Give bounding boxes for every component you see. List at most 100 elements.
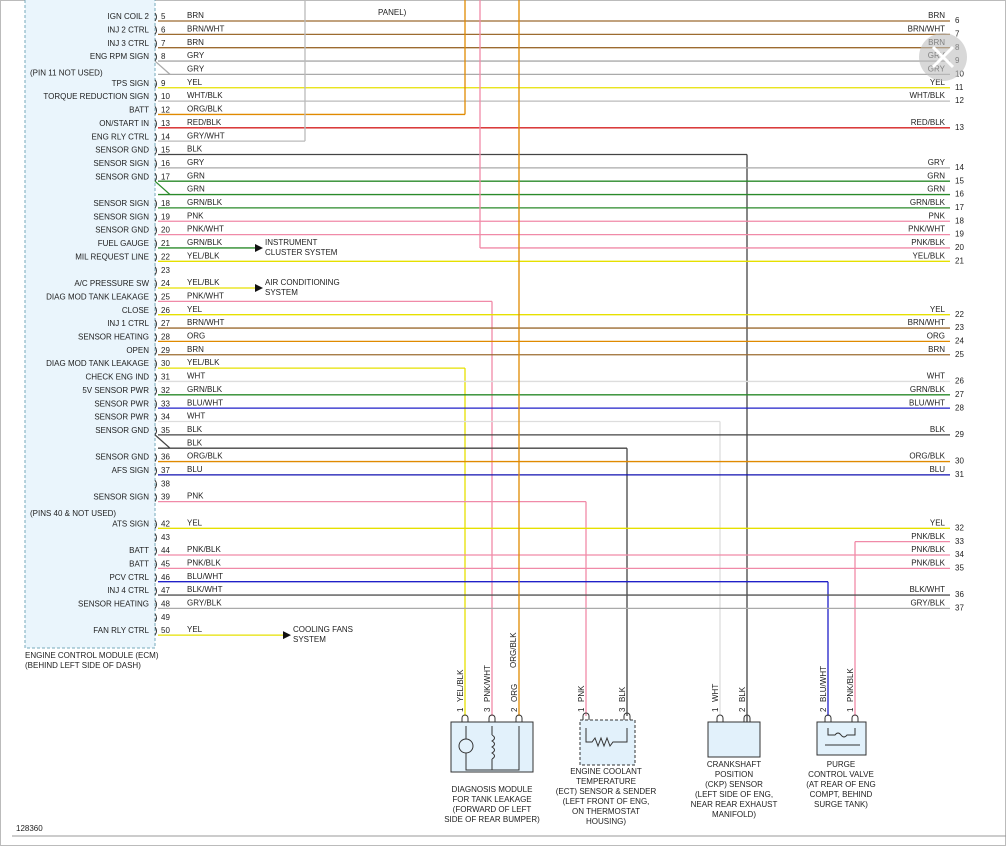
splice bbox=[154, 434, 171, 449]
right-wire-color: PNK/BLK bbox=[911, 545, 945, 554]
component-label: (CKP) SENSOR bbox=[705, 780, 763, 789]
component-label: MANIFOLD) bbox=[712, 810, 756, 819]
pin-label: PCV CTRL bbox=[109, 573, 149, 582]
pin-label: ATS SIGN bbox=[112, 519, 149, 528]
wire-color: YEL bbox=[187, 305, 203, 314]
connector-bracket bbox=[154, 106, 157, 115]
internal-wiring bbox=[465, 726, 520, 771]
connector-bracket bbox=[154, 399, 157, 409]
pin-number: 8 bbox=[161, 52, 166, 61]
component-body bbox=[816, 721, 867, 756]
right-pin-number: 21 bbox=[955, 256, 964, 265]
connector-bracket bbox=[154, 626, 157, 636]
pin-label: SENSOR GND bbox=[95, 453, 149, 462]
right-pin-number: 20 bbox=[955, 243, 964, 252]
wire-color: PNK/WHT bbox=[187, 225, 224, 234]
connector-bracket bbox=[154, 413, 157, 422]
connector-bracket bbox=[154, 373, 157, 382]
right-pin-number: 23 bbox=[955, 323, 964, 332]
component-label: SIDE OF REAR BUMPER) bbox=[444, 815, 540, 824]
right-wire-color: GRY/BLK bbox=[910, 599, 945, 608]
connector-bracket bbox=[154, 319, 157, 329]
component-label: TEMPERATURE bbox=[576, 777, 636, 786]
wire-color: ORG bbox=[187, 332, 205, 341]
pin-label: SENSOR GND bbox=[95, 426, 149, 435]
right-pin-number: 6 bbox=[955, 16, 960, 25]
wire-color: GRY/BLK bbox=[187, 599, 222, 608]
wire-color: GRN bbox=[187, 185, 205, 194]
right-pin-number: 17 bbox=[955, 203, 964, 212]
arrow bbox=[255, 284, 263, 292]
arrow bbox=[283, 631, 291, 640]
pin-number: 34 bbox=[161, 413, 170, 422]
wire-color: PNK/WHT bbox=[187, 291, 224, 300]
wire-color: GRN bbox=[187, 171, 205, 180]
right-pin-number: 35 bbox=[955, 563, 964, 572]
ecm-label: ENGINE CONTROL MODULE (ECM) bbox=[25, 651, 159, 660]
wire-color: YEL/BLK bbox=[187, 278, 220, 287]
wire-color: YEL bbox=[187, 78, 203, 87]
component-label: HOUSING) bbox=[586, 817, 626, 826]
component-label: CONTROL VALVE bbox=[808, 770, 874, 779]
pin-socket bbox=[515, 714, 523, 722]
connector-bracket bbox=[154, 560, 157, 569]
arrow bbox=[255, 243, 263, 252]
pin-label: SENSOR GND bbox=[95, 172, 149, 181]
component-label: (LEFT FRONT OF ENG, bbox=[563, 797, 650, 806]
component-wire: WHT bbox=[711, 684, 720, 702]
right-wire-color: YEL bbox=[930, 305, 946, 314]
pin-label: SENSOR HEATING bbox=[78, 600, 149, 609]
wire-color: WHT bbox=[187, 372, 205, 381]
splice bbox=[154, 60, 171, 75]
right-wire-color: PNK bbox=[929, 211, 946, 220]
wire-color: GRY/WHT bbox=[187, 131, 225, 140]
right-wire-color: WHT/BLK bbox=[909, 91, 945, 100]
pin-socket bbox=[623, 712, 631, 720]
pin-number: 29 bbox=[161, 346, 170, 355]
wire-color: BLU/WHT bbox=[187, 572, 223, 581]
wire-color: GRN/BLK bbox=[187, 385, 223, 394]
wire-color: GRN/BLK bbox=[187, 198, 223, 207]
right-pin-number: 24 bbox=[955, 337, 964, 346]
pin-number: 20 bbox=[161, 226, 170, 235]
pin-number: 21 bbox=[161, 239, 170, 248]
right-wire-color: BRN/WHT bbox=[908, 24, 945, 33]
resistor-symbol bbox=[585, 728, 628, 748]
right-pin-number: 19 bbox=[955, 230, 964, 239]
pin-label: BATT bbox=[129, 106, 149, 115]
component-label: (AT REAR OF ENG bbox=[806, 780, 876, 789]
component-wire: ORG/BLK bbox=[509, 632, 518, 668]
pin-number: 44 bbox=[161, 546, 170, 555]
pin-label: MIL REQUEST LINE bbox=[75, 252, 149, 261]
connector-bracket bbox=[154, 586, 157, 596]
wire-color: YEL bbox=[187, 518, 203, 527]
system-label: INSTRUMENT bbox=[265, 238, 318, 247]
pin-number: 42 bbox=[161, 519, 170, 528]
pin-number: 5 bbox=[161, 12, 166, 21]
pin-label: SENSOR SIGN bbox=[93, 159, 149, 168]
wire-color: BRN/WHT bbox=[187, 318, 224, 327]
connector-bracket bbox=[154, 226, 157, 235]
component-label: CRANKSHAFT bbox=[707, 760, 761, 769]
system-label: CLUSTER SYSTEM bbox=[265, 248, 338, 257]
right-wire-color: GRN/BLK bbox=[910, 198, 946, 207]
component-wire: BLK bbox=[738, 686, 747, 702]
pin-label: CLOSE bbox=[122, 306, 149, 315]
pin-label: BATT bbox=[129, 559, 149, 568]
wire-color: GRY bbox=[187, 158, 205, 167]
right-pin-number: 15 bbox=[955, 176, 964, 185]
coil-symbol bbox=[491, 734, 495, 760]
component-pin: 2 bbox=[738, 707, 747, 712]
close-icon[interactable] bbox=[931, 45, 955, 69]
close-button[interactable] bbox=[919, 33, 967, 81]
right-wire-color: YEL bbox=[930, 518, 946, 527]
right-wire-color: RED/BLK bbox=[911, 118, 946, 127]
right-pin-number: 25 bbox=[955, 350, 964, 359]
component-body bbox=[707, 721, 761, 758]
connector-bracket bbox=[154, 466, 157, 476]
component-wire: BLK bbox=[618, 686, 627, 702]
component-label: DIAGNOSIS MODULE bbox=[452, 785, 533, 794]
component-wire: ORG bbox=[510, 684, 519, 702]
pin-number: 39 bbox=[161, 493, 170, 502]
right-pin-number: 18 bbox=[955, 216, 964, 225]
